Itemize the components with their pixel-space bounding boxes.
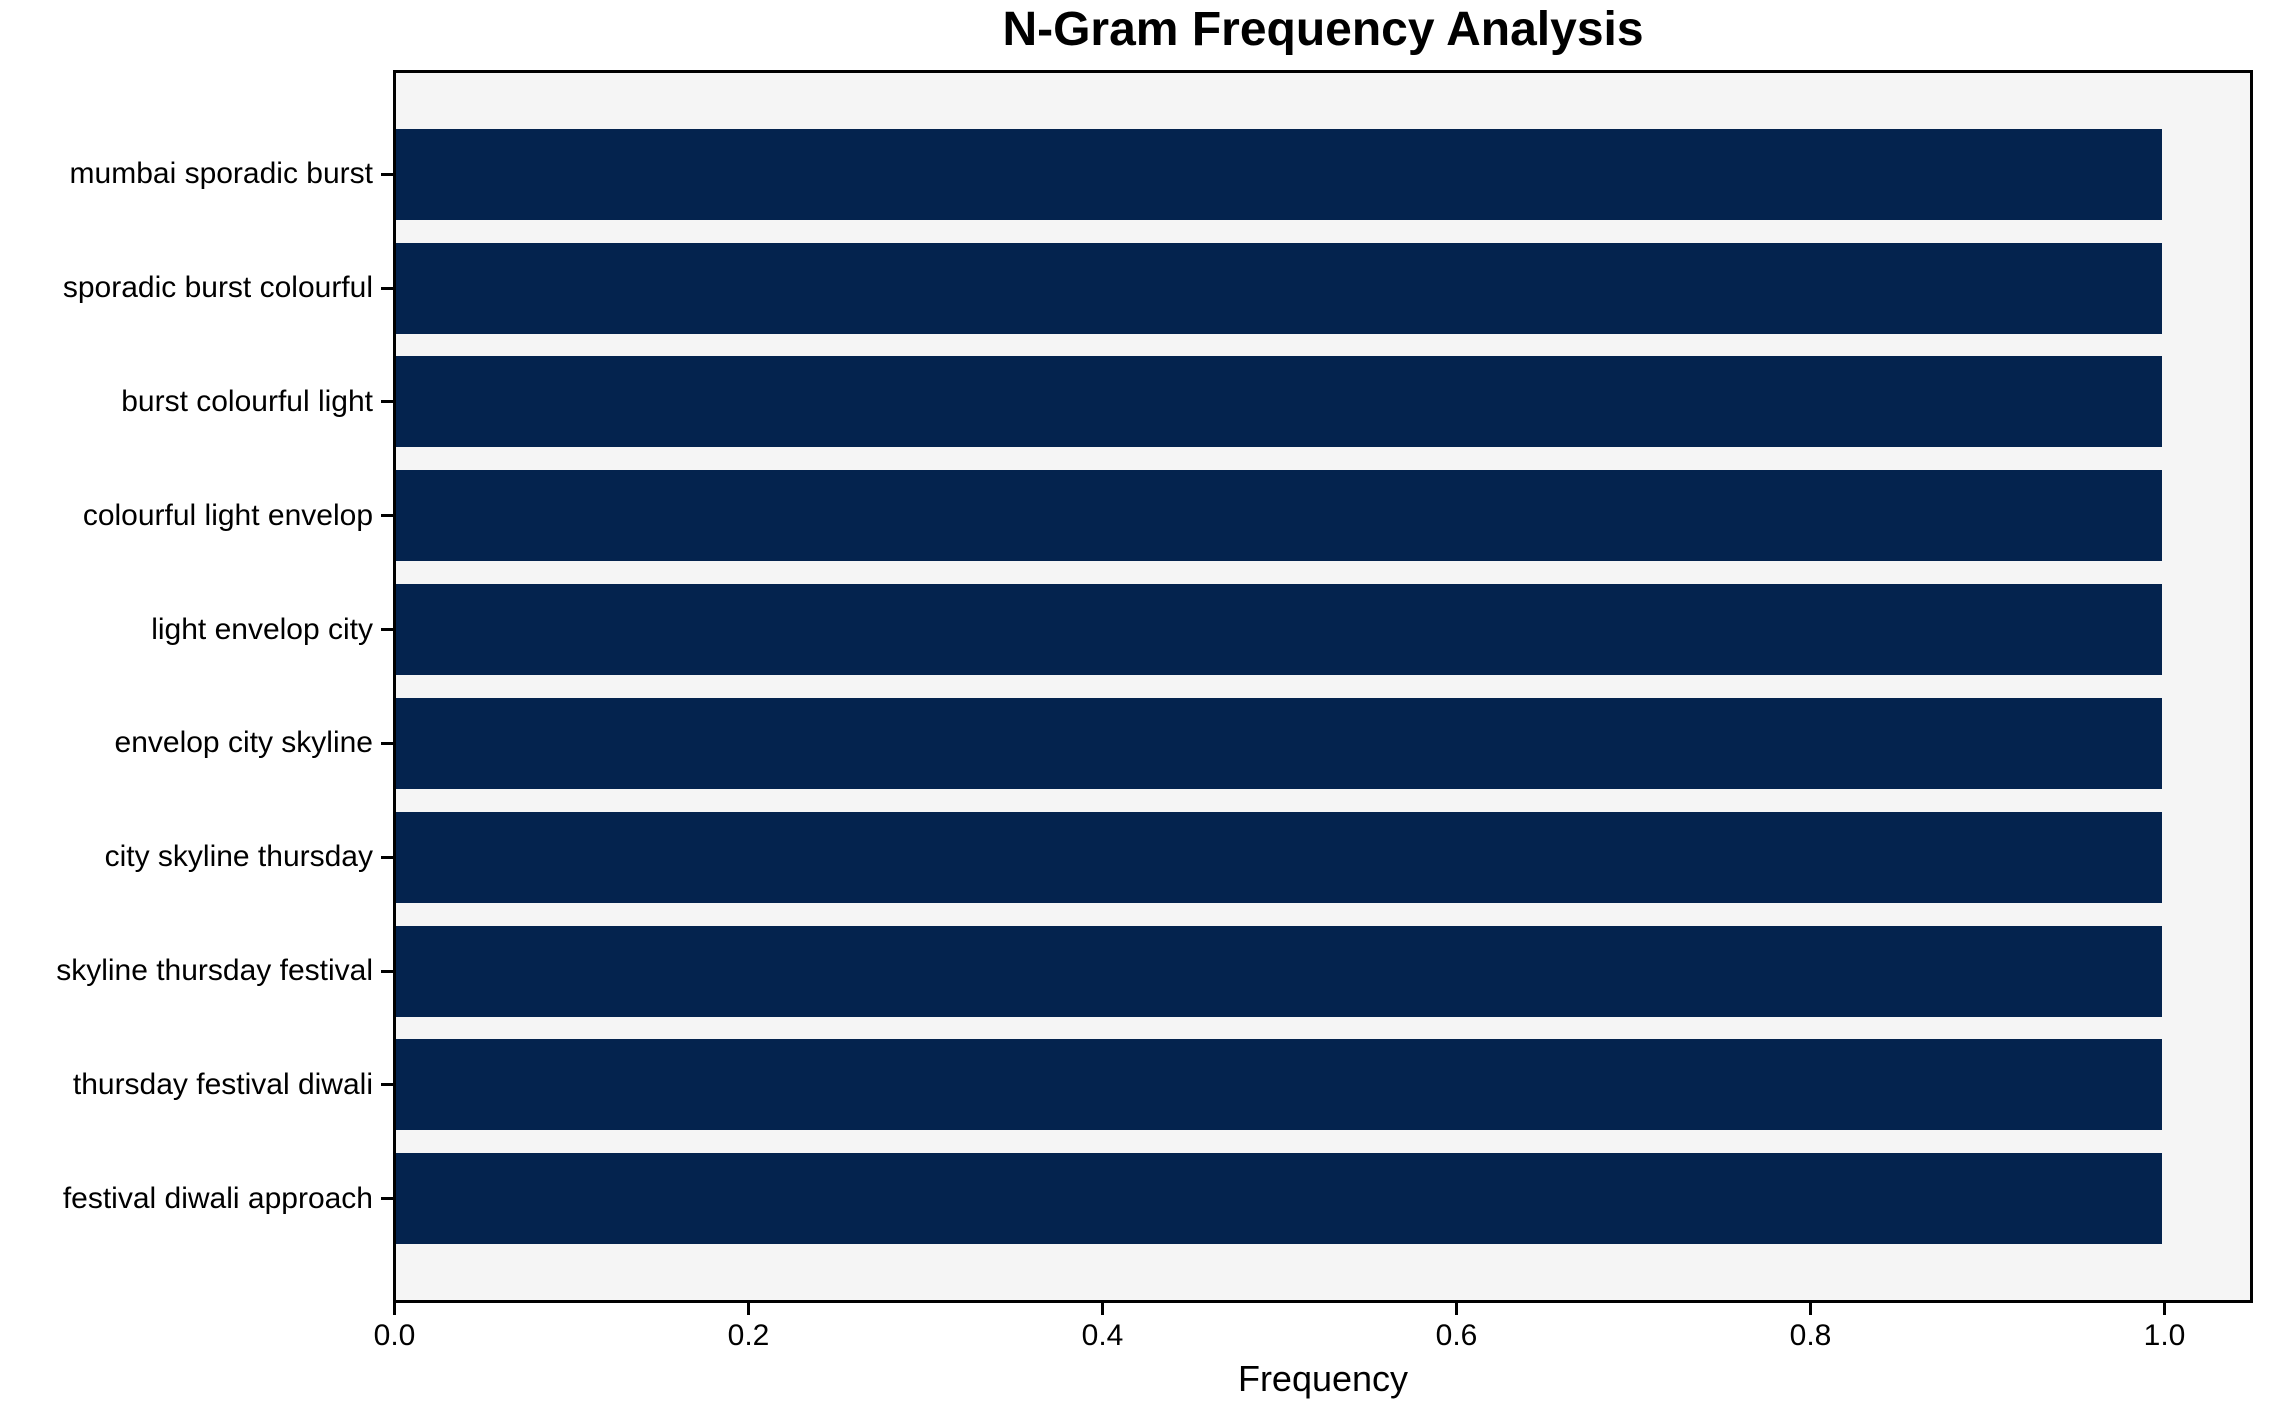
y-tick-label: burst colourful light xyxy=(121,384,373,418)
bar xyxy=(396,811,2162,903)
bar xyxy=(396,128,2162,220)
y-tick-label: envelop city skyline xyxy=(114,726,373,760)
x-tick-mark xyxy=(2163,1303,2166,1315)
bar xyxy=(396,1039,2162,1131)
bar xyxy=(396,925,2162,1017)
bar xyxy=(396,356,2162,448)
y-tick-label: mumbai sporadic burst xyxy=(69,157,373,191)
x-axis-label: Frequency xyxy=(1237,1358,1409,1399)
y-tick-mark xyxy=(381,286,393,290)
x-tick-mark xyxy=(1455,1303,1458,1315)
bar xyxy=(396,584,2162,676)
x-tick-mark xyxy=(1101,1303,1104,1315)
y-tick-mark xyxy=(381,1197,393,1201)
y-tick-label: festival diwali approach xyxy=(62,1181,373,1215)
y-tick-mark xyxy=(381,855,393,859)
y-tick-label: colourful light envelop xyxy=(82,498,373,532)
y-tick-mark xyxy=(381,1083,393,1087)
y-tick-label: city skyline thursday xyxy=(104,840,373,874)
x-tick-label: 0.2 xyxy=(727,1319,770,1352)
chart-title: N-Gram Frequency Analysis xyxy=(1002,3,1644,56)
x-tick-mark xyxy=(393,1303,396,1315)
bar xyxy=(396,1153,2162,1245)
y-tick-mark xyxy=(381,514,393,518)
y-tick-mark xyxy=(381,628,393,632)
x-tick-label: 0.4 xyxy=(1081,1319,1124,1352)
y-tick-label: sporadic burst colourful xyxy=(62,271,373,305)
y-tick-label: light envelop city xyxy=(151,612,373,646)
y-tick-mark xyxy=(381,400,393,404)
y-tick-mark xyxy=(381,741,393,745)
x-tick-mark xyxy=(747,1303,750,1315)
y-tick-label: skyline thursday festival xyxy=(56,954,373,988)
bar xyxy=(396,470,2162,562)
y-tick-mark xyxy=(381,969,393,973)
x-tick-label: 0.8 xyxy=(1789,1319,1832,1352)
bar xyxy=(396,242,2162,334)
y-tick-mark xyxy=(381,172,393,176)
x-tick-label: 0.0 xyxy=(373,1319,416,1352)
x-tick-mark xyxy=(1809,1303,1812,1315)
y-tick-label: thursday festival diwali xyxy=(72,1067,373,1101)
bar xyxy=(396,697,2162,789)
x-tick-label: 0.6 xyxy=(1435,1319,1478,1352)
x-tick-label: 1.0 xyxy=(2143,1319,2186,1352)
